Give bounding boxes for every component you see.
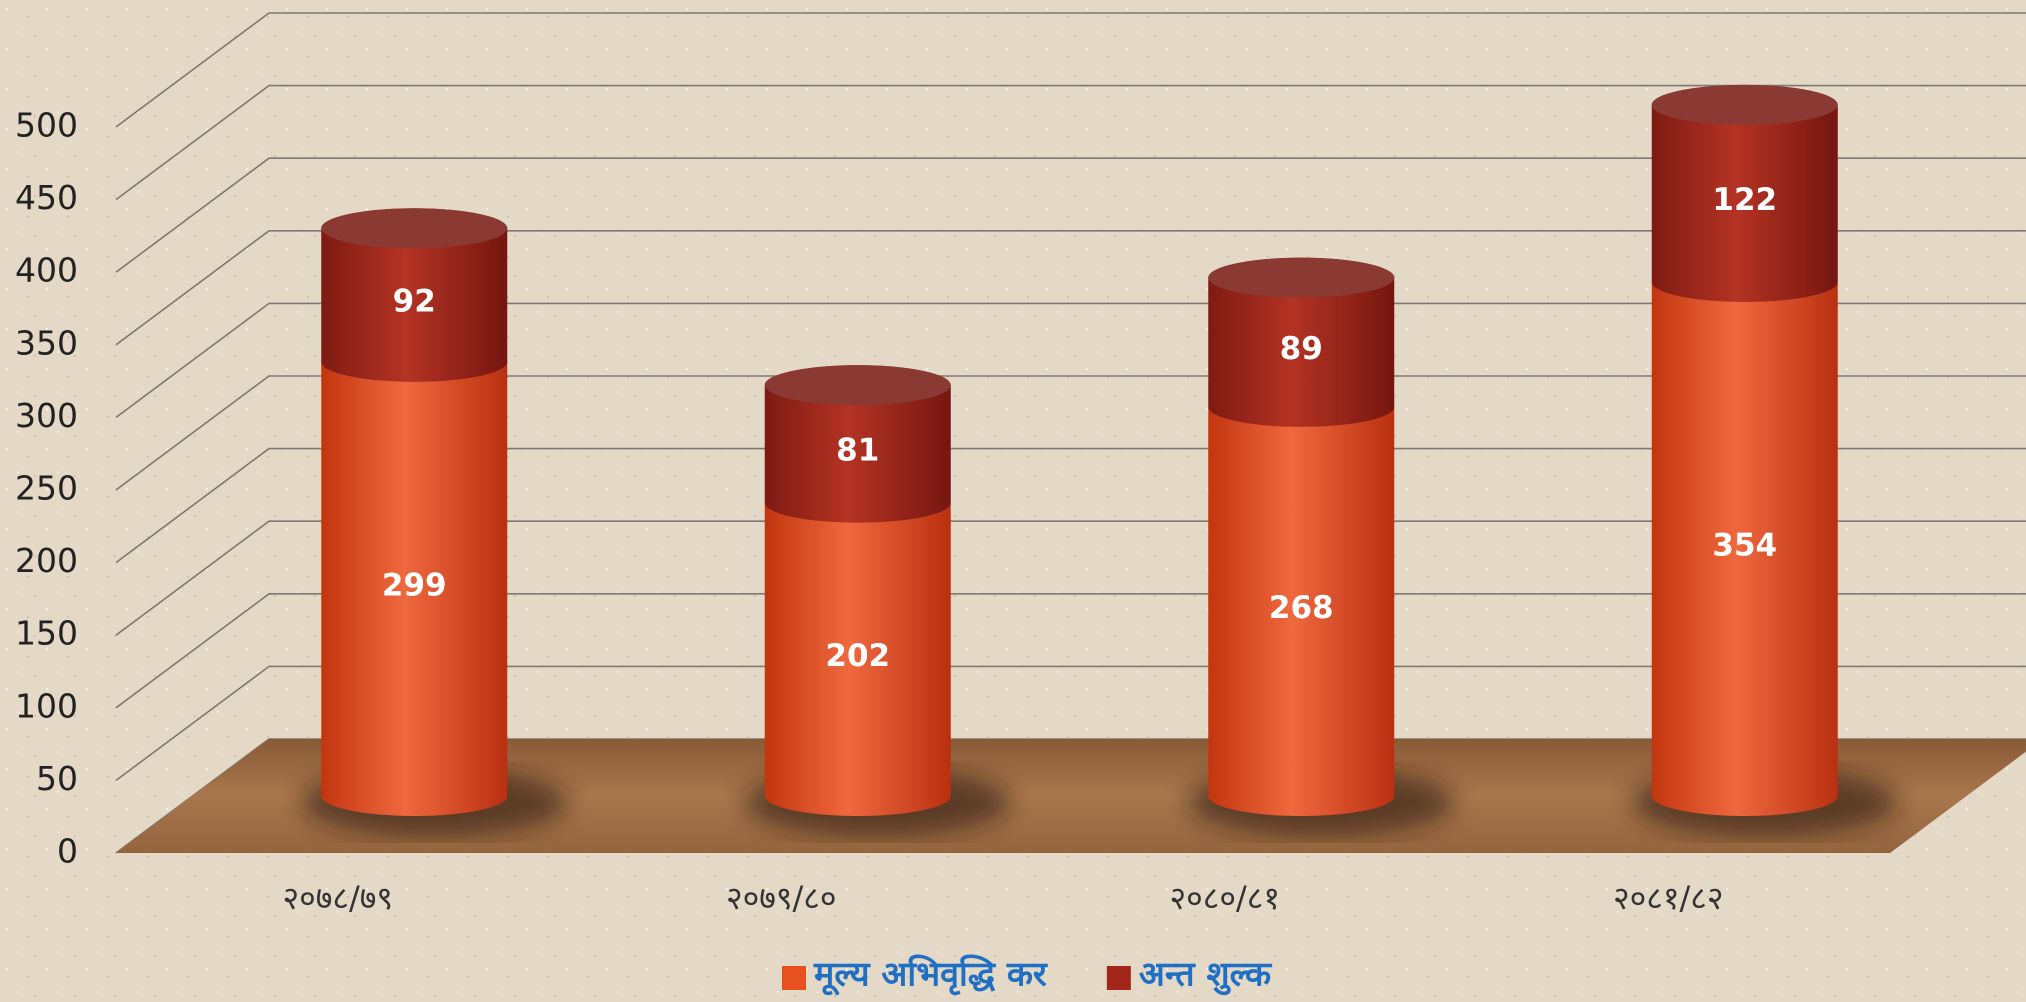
cylinder-segment: [321, 208, 508, 382]
y-tick-label: 450: [15, 178, 78, 217]
x-tick-label: २०७९/८०: [726, 879, 837, 917]
x-tick-label: २०८०/८१: [1169, 879, 1280, 917]
legend-label: अन्त शुल्क: [1139, 955, 1273, 996]
floor: [116, 739, 2026, 853]
y-tick-label: 0: [57, 832, 78, 871]
y-tick-label: 100: [15, 686, 78, 725]
y-tick-label: 400: [15, 251, 78, 290]
value-label: 268: [1269, 590, 1334, 626]
y-tick-label: 150: [15, 614, 78, 653]
cylinder-cap: [1651, 84, 1838, 125]
grid-line: [115, 12, 2026, 128]
grid-line: [115, 157, 2026, 273]
value-label: 354: [1712, 527, 1777, 563]
cylinder-segment: [1208, 257, 1395, 427]
value-label: 122: [1712, 182, 1777, 218]
grid-line: [115, 447, 2026, 564]
cylinder-segment: [764, 365, 951, 523]
legend-label: मूल्य अभिवृद्धि कर: [813, 954, 1048, 997]
grid-line: [115, 84, 2026, 201]
value-label: 202: [825, 638, 890, 674]
y-tick-label: 500: [15, 106, 78, 145]
x-tick-label: २०८१/८२: [1613, 879, 1724, 917]
x-tick-label: २०७८/७९: [282, 879, 393, 917]
y-tick-label: 50: [36, 759, 78, 798]
grid-line: [115, 302, 2026, 419]
grid-line: [115, 230, 2026, 346]
legend-swatch: [782, 966, 806, 990]
value-label: 89: [1280, 331, 1323, 367]
y-tick-label: 200: [15, 541, 78, 580]
value-label: 92: [393, 284, 436, 320]
cylinder-cap: [764, 365, 951, 406]
cylinder-cap: [1208, 257, 1395, 298]
cylinder-segment: [764, 482, 951, 816]
grid-line: [115, 665, 2026, 782]
grid-line: [115, 375, 2026, 491]
y-tick-label: 300: [15, 396, 78, 435]
cylinder-segment: [1651, 84, 1838, 302]
grid-line: [115, 520, 2026, 636]
grid-line: [115, 593, 2026, 709]
y-tick-label: 350: [15, 323, 78, 362]
value-label: 299: [382, 567, 447, 603]
cylinder-segment: [1651, 261, 1838, 816]
legend-swatch: [1106, 966, 1131, 990]
y-tick-label: 250: [15, 469, 78, 508]
cylinder-cap: [321, 208, 508, 249]
value-label: 81: [836, 432, 879, 468]
cylinder-segment: [321, 341, 508, 816]
cylinder-segment: [1208, 386, 1395, 816]
